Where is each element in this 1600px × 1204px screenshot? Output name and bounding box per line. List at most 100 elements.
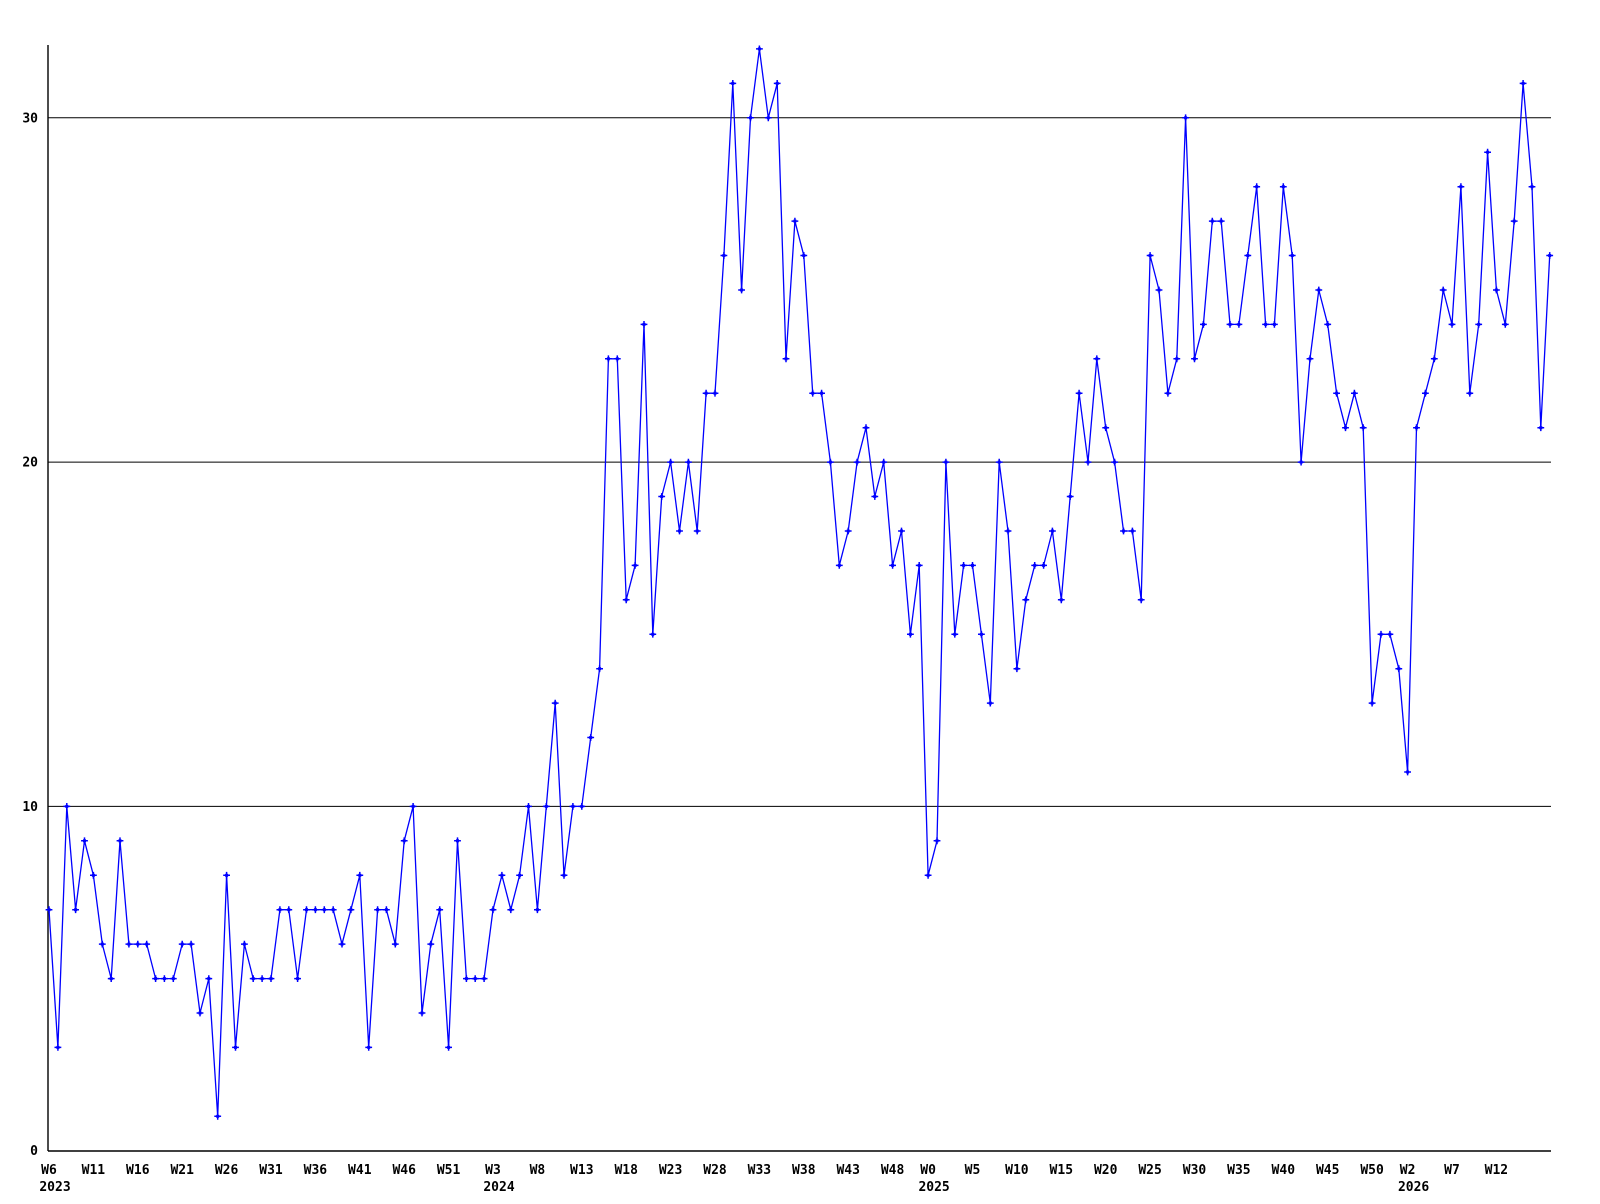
data-point-center [340,942,344,946]
data-point-center [828,460,832,464]
data-point-plus-markers [45,45,1554,1120]
data-point-center [500,873,504,877]
data-point-center [855,460,859,464]
data-point-center [260,977,264,981]
data-point-center [544,804,548,808]
data-point-center [305,908,308,912]
data-point-center [1468,391,1472,395]
x-tick-label: W28 [703,1163,727,1178]
data-point-center [1272,322,1276,326]
data-point-center [1370,701,1374,705]
data-point-center [864,426,868,430]
data-point-center [358,873,362,877]
x-tick-label: W36 [304,1163,328,1178]
x-tick-label: W10 [1005,1163,1029,1178]
data-point-center [1086,460,1090,464]
x-tick-label: W38 [792,1163,816,1178]
data-point-center [322,908,326,912]
x-tick-label: W35 [1227,1163,1250,1178]
x-tick-label: W46 [392,1163,416,1178]
data-point-center [775,81,779,85]
series-line [48,48,1551,1117]
x-tick-label: W40 [1272,1163,1296,1178]
data-point-center [1201,322,1205,326]
data-point-center [509,908,513,912]
data-point-center [1166,391,1170,395]
data-point-center [1335,391,1339,395]
data-point-center [669,460,673,464]
data-point-center [962,563,966,567]
data-point-center [438,908,442,912]
data-point-center [1290,254,1294,257]
data-point-center [1050,529,1054,533]
data-point-center [384,908,388,912]
x-tick-label: W20 [1094,1163,1118,1178]
data-point-center [1415,426,1418,430]
data-point-center [207,977,211,981]
x-tick-label: W23 [659,1163,682,1178]
x-tick-label: W6 [41,1163,57,1178]
data-point-center [1379,632,1383,636]
data-point-center [553,701,557,705]
data-point-center [562,873,566,877]
data-point-center [900,529,903,533]
x-tick-label: W5 [965,1163,981,1178]
data-point-center [464,977,468,981]
data-point-center [882,460,886,464]
x-tick-label: W15 [1050,1163,1073,1178]
data-point-center [633,563,637,567]
data-point-center [891,563,895,567]
data-point-center [171,977,175,981]
data-point-center [615,357,619,361]
data-point-center [1423,391,1427,395]
series-markers [45,45,1554,1120]
data-point-center [598,667,602,671]
x-tick-label: W30 [1183,1163,1207,1178]
data-point-center [624,598,628,602]
data-point-center [278,908,282,912]
data-point-center [1193,357,1196,361]
x-tick-label: W13 [570,1163,593,1178]
data-point-center [722,254,726,257]
x-tick-label: W50 [1360,1163,1384,1178]
data-point-center [1219,219,1223,223]
data-point-center [1530,185,1534,189]
gridlines [48,117,1551,807]
data-point-center [100,942,104,946]
x-tick-label: W21 [170,1163,194,1178]
data-point-center [1139,598,1143,602]
x-tick-label: W51 [437,1163,461,1178]
data-point-center [1122,529,1125,533]
data-point-center [251,977,255,981]
data-point-center [784,357,788,361]
x-tick-label: W41 [348,1163,372,1178]
data-point-center [127,942,131,946]
data-point-center [180,942,184,946]
data-point-center [837,563,841,567]
data-point-center [1548,254,1552,257]
data-point-center [65,804,69,808]
data-point-center [1264,322,1268,326]
data-point-center [988,701,992,705]
data-point-center [1237,322,1241,326]
data-point-center [47,908,51,912]
x-tick-label: W25 [1138,1163,1161,1178]
data-point-center [695,529,699,533]
data-point-center [1228,322,1232,326]
data-point-center [846,529,850,533]
x-tick-label: W7 [1444,1163,1460,1178]
data-point-center [429,942,433,946]
data-point-center [979,632,983,636]
data-point-center [1397,667,1401,671]
data-point-center [651,632,655,636]
data-point-center [811,391,815,395]
data-point-center [1503,322,1507,326]
data-point-center [234,1045,237,1049]
year-label: 2026 [1398,1180,1429,1195]
data-point-center [56,1045,60,1049]
data-point-center [154,977,158,981]
data-point-center [376,908,380,912]
data-point-center [589,736,593,739]
data-point-center [91,873,95,877]
data-point-center [411,804,415,808]
